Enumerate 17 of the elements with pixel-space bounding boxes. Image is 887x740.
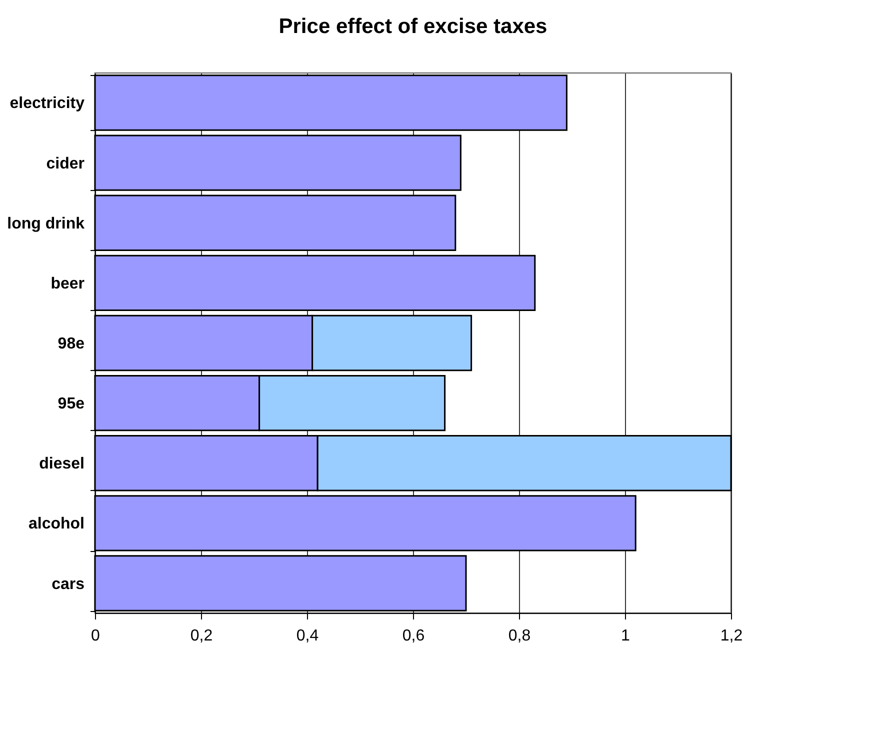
y-tick-label: diesel [39,456,84,473]
y-tick-label: cider [46,155,84,172]
chart-title: Price effect of excise taxes [278,15,548,38]
x-tick-label: 0 [91,628,100,644]
y-tick-label: 95e [58,396,85,413]
y-tick-label: long drink [7,215,85,232]
x-tick-label: 1,2 [720,628,743,644]
y-tick-label: electricity [10,95,85,112]
y-tick-label: 98e [58,336,85,352]
x-tick-label: 0,2 [190,628,213,644]
y-tick-label: cars [52,576,85,593]
x-tick-label: 0,6 [402,628,425,644]
x-tick-label: 1 [621,628,630,644]
y-tick-label: beer [50,275,84,292]
x-tick-label: 0,8 [508,628,531,644]
y-tick-label: alcohol [28,516,84,533]
x-tick-label: 0,4 [296,628,319,644]
